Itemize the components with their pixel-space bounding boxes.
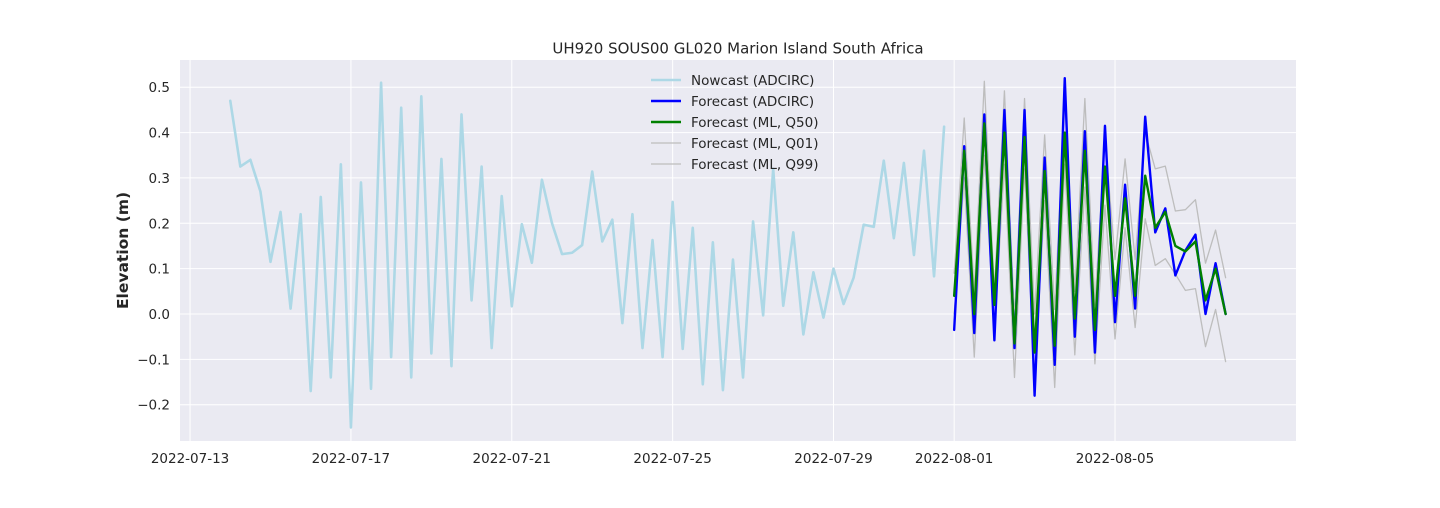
legend-label-nowcast-adcirc: Nowcast (ADCIRC) [691,73,814,89]
x-tick-label: 2022-07-21 [473,451,551,467]
chart-title: UH920 SOUS00 GL020 Marion Island South A… [552,40,923,58]
y-tick-label: −0.2 [137,398,170,414]
y-tick-label: 0.3 [149,171,170,187]
x-tick-label: 2022-08-01 [915,451,993,467]
series-line-forecast-ml-q50 [952,122,1227,354]
legend-label-forecast-adcirc: Forecast (ADCIRC) [691,94,814,110]
x-tick-label: 2022-07-13 [151,451,229,467]
y-tick-labels: −0.2 −0.1 0.0 0.1 0.2 0.3 0.4 0.5 [137,80,170,414]
plot-background [180,60,1296,441]
y-tick-label: 0.5 [149,80,170,96]
x-tick-label: 2022-07-25 [633,451,711,467]
x-tick-label: 2022-08-05 [1076,451,1154,467]
y-axis-label: Elevation (m) [114,192,132,309]
legend-label-forecast-ml-q99: Forecast (ML, Q99) [691,157,819,173]
x-tick-label: 2022-07-29 [794,451,872,467]
y-tick-label: 0.1 [149,262,170,278]
legend-label-forecast-ml-q50: Forecast (ML, Q50) [691,115,819,131]
x-tick-label: 2022-07-17 [312,451,390,467]
legend: Nowcast (ADCIRC) Forecast (ADCIRC) Forecas… [651,73,819,173]
series-line-forecast-ml-q99 [953,80,1227,320]
y-tick-label: 0.0 [149,307,170,323]
series-line-nowcast-adcirc [228,81,946,429]
y-tick-label: 0.2 [149,216,170,232]
y-tick-label: −0.1 [137,352,170,368]
legend-label-forecast-ml-q01: Forecast (ML, Q01) [691,136,819,152]
y-tick-label: 0.4 [149,126,170,142]
series-lines [228,76,1227,429]
x-tick-labels: 2022-07-13 2022-07-17 2022-07-21 2022-07-25… [151,451,1154,467]
